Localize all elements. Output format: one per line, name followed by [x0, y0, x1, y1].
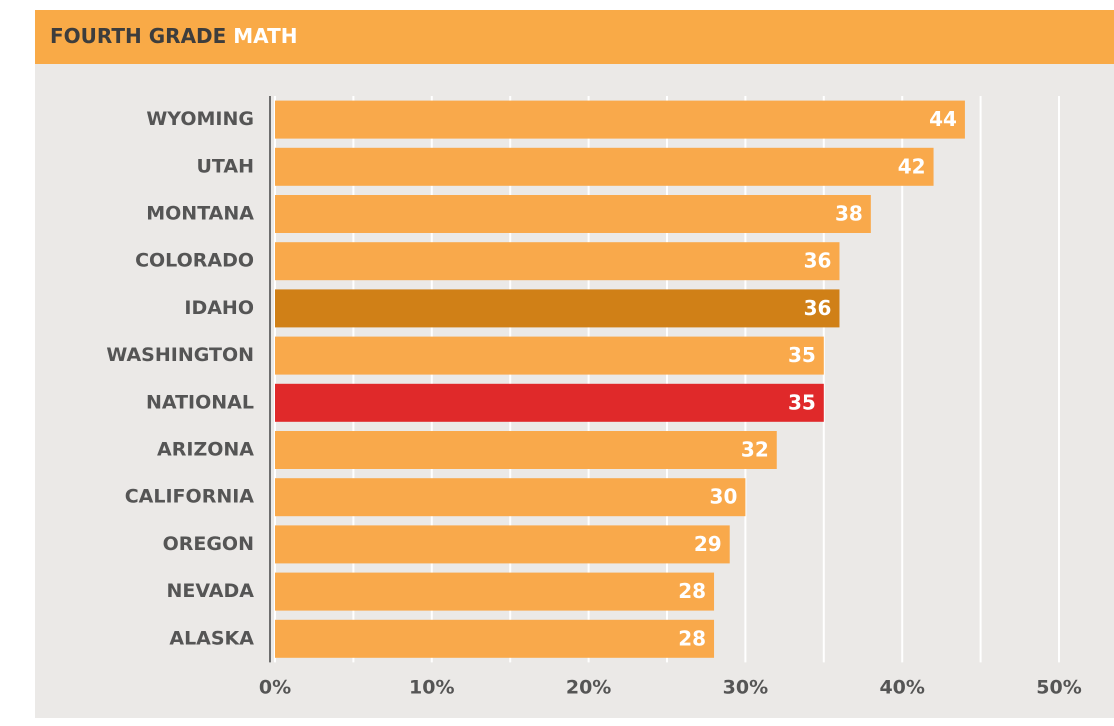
bar — [275, 289, 840, 328]
value-label: 38 — [835, 202, 863, 226]
y-tick-label: MONTANA — [146, 203, 254, 225]
bar — [275, 478, 746, 517]
y-tick-label: CALIFORNIA — [125, 486, 255, 508]
value-label: 35 — [788, 343, 816, 367]
x-tick-label: 40% — [879, 677, 924, 699]
y-tick-label: UTAH — [196, 155, 254, 177]
value-label: 30 — [710, 485, 738, 509]
value-label: 36 — [804, 296, 832, 320]
y-tick-label: IDAHO — [184, 297, 254, 319]
bar — [275, 242, 840, 281]
x-tick-label: 0% — [259, 677, 291, 699]
y-tick-label: WYOMING — [146, 108, 254, 130]
bar — [275, 619, 715, 658]
y-tick-label: NEVADA — [167, 580, 255, 602]
bar — [275, 383, 824, 422]
chart-title: FOURTH GRADE MATH — [50, 24, 298, 48]
value-label: 28 — [678, 579, 706, 603]
value-label: 29 — [694, 532, 722, 556]
value-label: 42 — [898, 154, 926, 178]
title-main: FOURTH GRADE — [50, 24, 226, 48]
value-label: 36 — [804, 249, 832, 273]
y-tick-label: ALASKA — [169, 627, 254, 649]
value-label: 44 — [929, 107, 957, 131]
y-tick-label: OREGON — [163, 533, 254, 555]
title-subject: MATH — [233, 24, 297, 48]
bar — [275, 336, 824, 375]
y-tick-label: WASHINGTON — [106, 344, 254, 366]
value-label: 35 — [788, 390, 816, 414]
x-tick-label: 20% — [566, 677, 611, 699]
bar — [275, 195, 871, 233]
bar — [275, 525, 730, 564]
y-tick-label: COLORADO — [135, 250, 254, 272]
x-tick-label: 30% — [723, 677, 768, 699]
x-tick-label: 50% — [1036, 677, 1081, 699]
y-tick-label: NATIONAL — [146, 391, 254, 413]
y-tick-label: ARIZONA — [157, 439, 254, 461]
bar — [275, 572, 715, 611]
value-label: 28 — [678, 626, 706, 650]
bar — [275, 431, 777, 469]
bar — [275, 147, 934, 186]
bar — [275, 100, 965, 139]
value-label: 32 — [741, 438, 769, 462]
x-tick-label: 10% — [409, 677, 454, 699]
header — [35, 10, 1114, 64]
